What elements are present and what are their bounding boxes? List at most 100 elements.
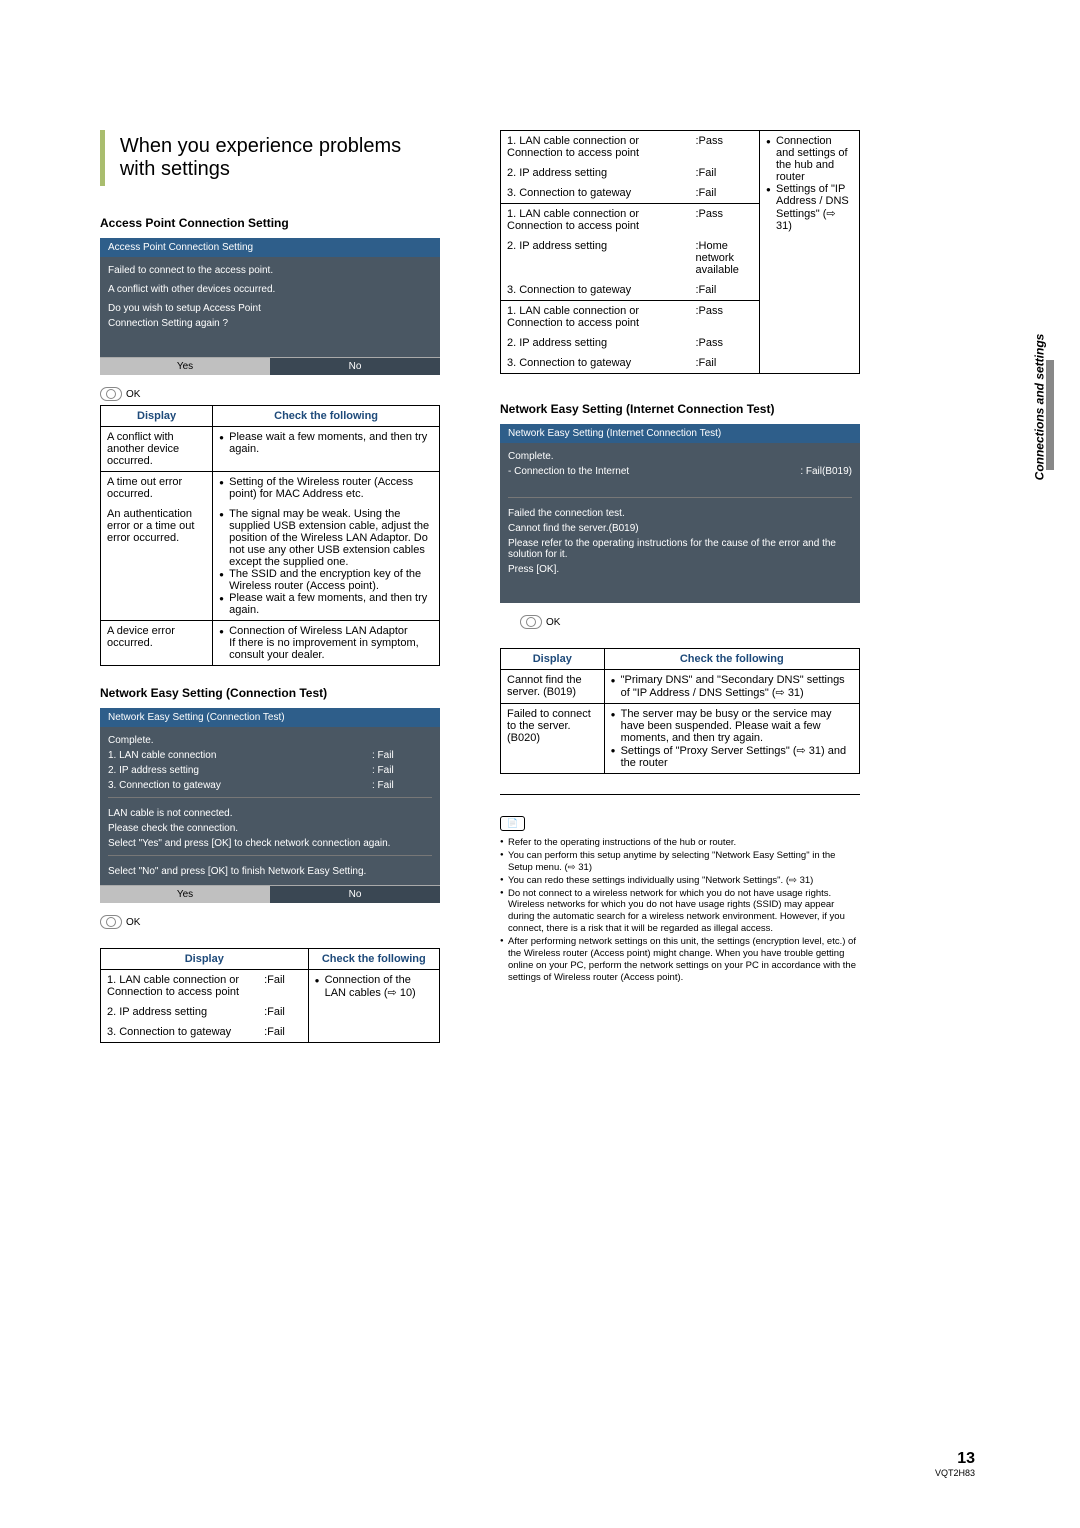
table-cell: 3. Connection to gateway [101, 1022, 259, 1043]
table-cell: :Fail [258, 1002, 308, 1022]
table-cell: 1. LAN cable connection or Connection to… [101, 970, 259, 1003]
dialog-yes-button[interactable]: Yes [100, 358, 270, 375]
table-header: Check the following [308, 949, 439, 970]
dialog-internet-test: Network Easy Setting (Internet Connectio… [500, 424, 860, 603]
table-cell: Failed to connect to the server. (B020) [501, 704, 605, 774]
heading-accent-bar [100, 130, 105, 186]
dialog-access-point: Access Point Connection Setting Failed t… [100, 238, 440, 375]
side-tab [1046, 360, 1054, 470]
item-label: 2. IP address setting [108, 765, 372, 776]
main-heading: When you experience problems with settin… [100, 130, 440, 186]
notes-section: 📄 Refer to the operating instructions of… [500, 815, 860, 984]
table-cell: 3. Connection to gateway [501, 353, 690, 374]
bullet-item: "Primary DNS" and "Secondary DNS" settin… [611, 674, 853, 699]
ok-hint: OK [100, 383, 440, 405]
ok-hint: OK [100, 911, 440, 933]
item-value: : Fail [372, 765, 432, 776]
bullet-item: Setting of the Wireless router (Access p… [219, 476, 433, 500]
table-cell: 2. IP address setting [501, 163, 690, 183]
table-cell: :Fail [690, 280, 760, 301]
section-title-connection-test: Network Easy Setting (Connection Test) [100, 686, 440, 700]
table-cell: A conflict with another device occurred. [101, 427, 213, 472]
table-cell: :Pass [690, 333, 760, 353]
bullet-item: Please wait a few moments, and then try … [219, 592, 433, 616]
ok-icon [100, 915, 122, 929]
ok-icon [100, 387, 122, 401]
dialog-connection-test: Network Easy Setting (Connection Test) C… [100, 708, 440, 903]
table-cell: 1. LAN cable connection or Connection to… [501, 131, 690, 164]
table-cell: 2. IP address setting [501, 333, 690, 353]
table-cell: :Fail [258, 970, 308, 1003]
bullet-item: Please wait a few moments, and then try … [219, 431, 433, 455]
table-cell: Cannot find the server. (B019) [501, 670, 605, 704]
dialog-line: Please refer to the operating instructio… [508, 536, 852, 562]
dialog-line: LAN cable is not connected. [108, 806, 432, 821]
dialog-line: Press [OK]. [508, 562, 852, 577]
dialog-line: Please check the connection. [108, 821, 432, 836]
table-cell: 1. LAN cable connection or Connection to… [501, 301, 690, 334]
table-connection-right: 1. LAN cable connection or Connection to… [500, 130, 860, 374]
table-cell: :Pass [690, 301, 760, 334]
dialog-no-button[interactable]: No [270, 886, 440, 903]
dialog-line: Complete. [108, 733, 432, 748]
table-cell: 3. Connection to gateway [501, 280, 690, 301]
bullet-item: The SSID and the encryption key of the W… [219, 568, 433, 592]
table-header: Check the following [213, 406, 440, 427]
bullet-item: Connection and settings of the hub and r… [766, 135, 853, 183]
bullet-item: Settings of "Proxy Server Settings" (⇨ 3… [611, 744, 853, 769]
bullet-item: Connection of Wireless LAN Adaptor [219, 625, 433, 637]
bullet-item: Settings of "IP Address / DNS Settings" … [766, 183, 853, 232]
ok-label: OK [546, 617, 560, 628]
note-item: Refer to the operating instructions of t… [500, 837, 860, 849]
dialog-no-button[interactable]: No [270, 358, 440, 375]
page-number-block: 13 VQT2H83 [935, 1450, 975, 1478]
dialog-yes-button[interactable]: Yes [100, 886, 270, 903]
ok-label: OK [126, 917, 140, 928]
table-cell: :Pass [690, 131, 760, 164]
table-cell: The server may be busy or the service ma… [604, 704, 859, 774]
dialog-line: Connection Setting again ? [108, 316, 432, 331]
note-item: You can redo these settings individually… [500, 875, 860, 887]
item-value: : Fail [372, 750, 432, 761]
dialog-line: Complete. [508, 449, 852, 464]
table-cell: The signal may be weak. Using the suppli… [213, 504, 440, 621]
bullet-item: Connection of the LAN cables (⇨ 10) [315, 974, 433, 999]
ok-label: OK [126, 389, 140, 400]
table-cell: 2. IP address setting [101, 1002, 259, 1022]
note-item: You can perform this setup anytime by se… [500, 850, 860, 874]
side-label: Connections and settings [1033, 334, 1047, 481]
table-cell: An authentication error or a time out er… [101, 504, 213, 621]
table-internet-test: Display Check the following Cannot find … [500, 648, 860, 774]
table-header: Display [501, 649, 605, 670]
table-access-point: Display Check the following A conflict w… [100, 405, 440, 666]
table-cell: A device error occurred. [101, 621, 213, 666]
table-cell: :Fail [690, 163, 760, 183]
table-cell: "Primary DNS" and "Secondary DNS" settin… [604, 670, 859, 704]
dialog-line: Cannot find the server.(B019) [508, 521, 852, 536]
table-header: Check the following [604, 649, 859, 670]
note-item: Do not connect to a wireless network for… [500, 888, 860, 936]
dialog-header: Network Easy Setting (Internet Connectio… [500, 424, 860, 443]
table-cell: 3. Connection to gateway [501, 183, 690, 204]
bullet-item: The signal may be weak. Using the suppli… [219, 508, 433, 568]
dialog-line: Failed the connection test. [508, 506, 852, 521]
table-cell: Connection of the LAN cables (⇨ 10) [308, 970, 439, 1043]
dialog-line: A conflict with other devices occurred. [108, 282, 432, 297]
table-cell: Connection of Wireless LAN Adaptor If th… [213, 621, 440, 666]
page-code: VQT2H83 [935, 1468, 975, 1478]
heading-text: When you experience problems with settin… [120, 130, 440, 186]
note-icon: 📄 [500, 816, 525, 831]
item-label: 1. LAN cable connection [108, 750, 372, 761]
text: If there is no improvement in symptom, c… [219, 637, 433, 661]
table-cell: :Fail [690, 353, 760, 374]
table-cell: A time out error occurred. [101, 472, 213, 505]
section-title-access-point: Access Point Connection Setting [100, 216, 440, 230]
table-cell: 1. LAN cable connection or Connection to… [501, 204, 690, 237]
dialog-header: Access Point Connection Setting [100, 238, 440, 257]
item-label: 3. Connection to gateway [108, 780, 372, 791]
table-connection-left: Display Check the following 1. LAN cable… [100, 948, 440, 1043]
table-header: Display [101, 406, 213, 427]
table-header: Display [101, 949, 309, 970]
item-value: : Fail [372, 780, 432, 791]
section-title-internet-test: Network Easy Setting (Internet Connectio… [500, 402, 860, 416]
